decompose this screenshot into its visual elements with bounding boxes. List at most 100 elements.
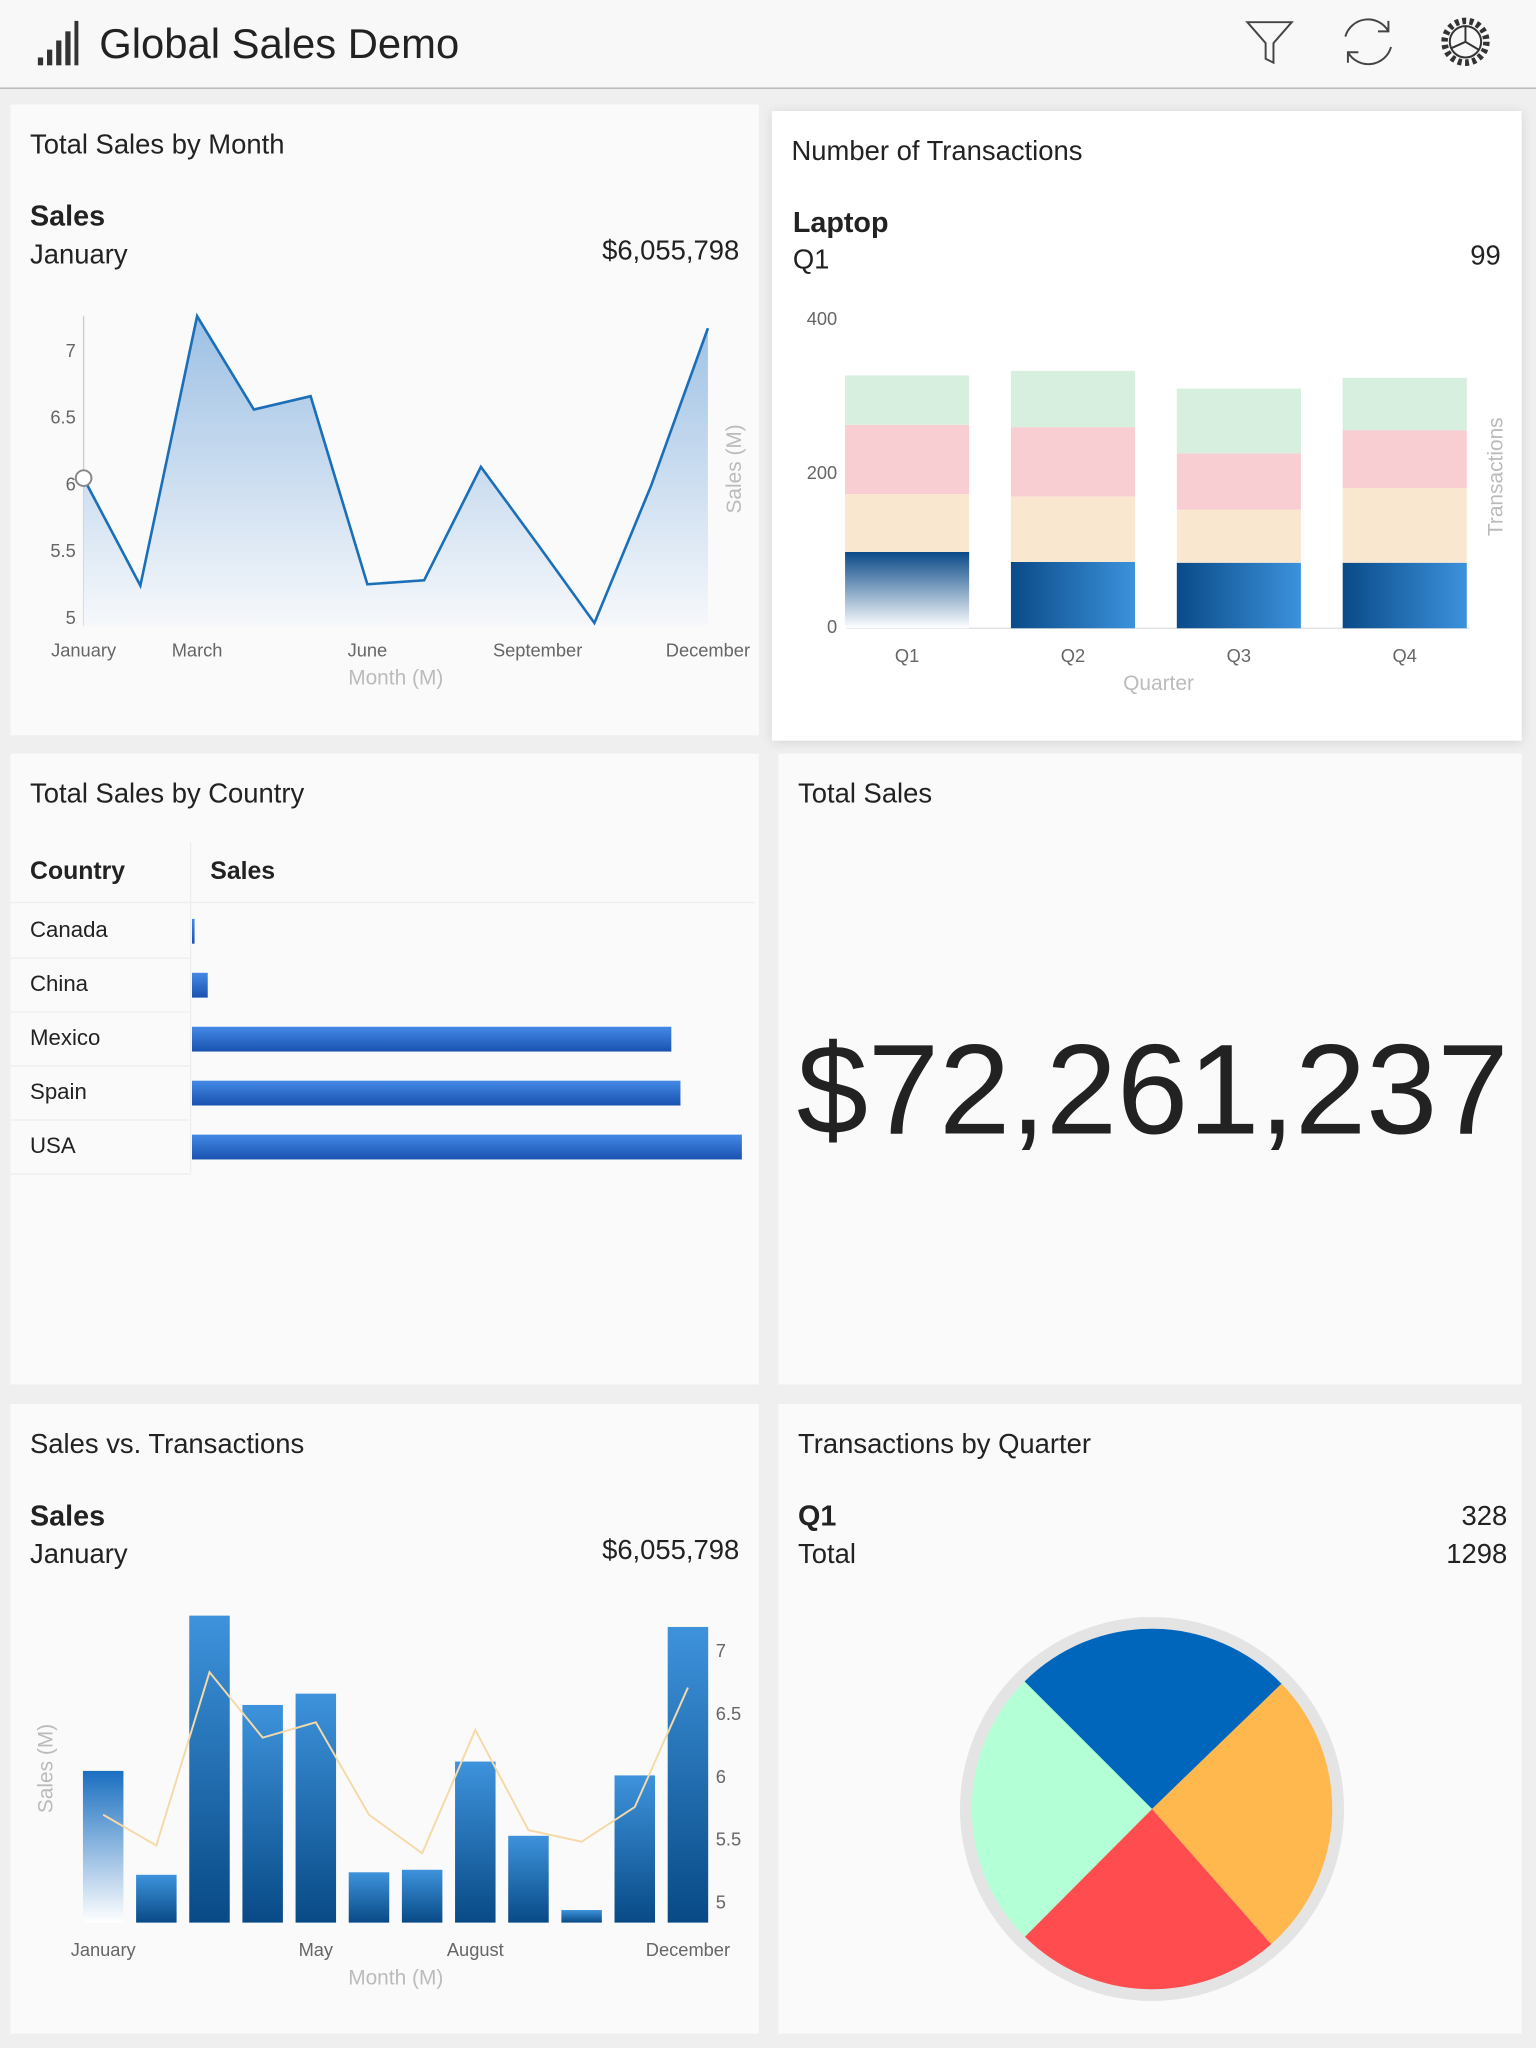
sales-area xyxy=(83,316,708,626)
x-tick-label: Q1 xyxy=(895,645,919,666)
x-tick-label: Q2 xyxy=(1061,645,1085,666)
bar xyxy=(614,1775,656,1923)
bar xyxy=(192,918,195,944)
total-label: Total xyxy=(798,1538,856,1569)
y-tick-label: 200 xyxy=(807,462,837,483)
bar xyxy=(82,1770,124,1923)
bar xyxy=(192,972,208,998)
bar xyxy=(192,1026,672,1052)
bar-segment xyxy=(1010,561,1136,629)
selected-category: January xyxy=(30,238,128,269)
row-label: USA xyxy=(30,1133,76,1158)
header-bar xyxy=(0,0,1536,88)
bar xyxy=(189,1615,230,1923)
x-tick-label: May xyxy=(299,1939,334,1960)
selected-series: Sales xyxy=(30,201,105,233)
column-header: Sales xyxy=(210,858,275,885)
panel-title: Total Sales by Month xyxy=(30,129,284,160)
bar-segment xyxy=(1342,562,1467,629)
bar-segment xyxy=(845,375,970,425)
y-tick-label: 6.5 xyxy=(50,407,75,428)
pie-slice xyxy=(971,1681,1152,1937)
app-title: Global Sales Demo xyxy=(99,20,459,67)
selected-series: Laptop xyxy=(793,207,889,239)
y-tick-label: 7 xyxy=(66,340,76,361)
x-axis-label: Month (M) xyxy=(348,667,443,690)
panel-title: Transactions by Quarter xyxy=(798,1428,1091,1459)
x-tick-label: December xyxy=(666,640,750,661)
panel-title: Number of Transactions xyxy=(792,135,1083,166)
pie-slice xyxy=(1024,1628,1282,1809)
row-label: China xyxy=(30,971,89,996)
selected-value: 99 xyxy=(1470,240,1500,271)
bar-segment xyxy=(1176,388,1301,454)
settings-button[interactable] xyxy=(1441,17,1490,66)
panel xyxy=(10,753,759,1385)
y-axis-label: Sales (M) xyxy=(35,1724,58,1813)
selected-category: January xyxy=(30,1538,128,1569)
bar xyxy=(192,1134,742,1160)
panel xyxy=(10,1404,759,2034)
bar-segment xyxy=(1342,487,1467,563)
x-axis-label: Month (M) xyxy=(348,1966,443,1989)
bar-segment xyxy=(845,494,970,552)
bar-segment xyxy=(1342,430,1467,488)
bar xyxy=(348,1872,390,1923)
panel-title: Sales vs. Transactions xyxy=(30,1428,304,1459)
row-label: Spain xyxy=(30,1079,87,1104)
y-tick-label: 5.5 xyxy=(50,540,75,561)
x-axis-label: Quarter xyxy=(1123,672,1194,695)
bar xyxy=(295,1693,337,1923)
y-tick-label: 5 xyxy=(66,607,76,628)
y-axis-label: Sales (M) xyxy=(723,424,746,513)
y-tick-label: 0 xyxy=(827,616,837,637)
panel-title: Total Sales xyxy=(798,778,932,809)
bar-segment xyxy=(1010,427,1136,497)
selected-category: Q1 xyxy=(793,243,830,274)
selected-value: 328 xyxy=(1462,1500,1508,1531)
bar-segment xyxy=(1176,562,1301,629)
bar xyxy=(401,1869,443,1923)
bar xyxy=(136,1874,177,1923)
app-logo xyxy=(37,20,79,66)
x-tick-label: March xyxy=(172,640,223,661)
bar-segment xyxy=(1176,509,1301,563)
y-tick-label: 6.5 xyxy=(716,1703,741,1724)
x-tick-label: January xyxy=(71,1939,137,1960)
total-value: 1298 xyxy=(1446,1538,1507,1569)
column-header: Country xyxy=(30,858,125,885)
y-tick-label: 6 xyxy=(66,473,76,494)
y-tick-label: 6 xyxy=(716,1766,726,1787)
bar-segment xyxy=(1010,496,1136,562)
pie-slice xyxy=(1152,1683,1333,1945)
row-label: Mexico xyxy=(30,1025,100,1050)
panel xyxy=(778,753,1522,1385)
y-tick-label: 400 xyxy=(807,308,837,329)
selected-value: $6,055,798 xyxy=(602,1534,739,1565)
bar-segment xyxy=(1342,377,1467,431)
x-tick-label: August xyxy=(447,1939,504,1960)
selected-series: Sales xyxy=(30,1500,105,1532)
panel xyxy=(10,104,759,736)
bar-segment xyxy=(1010,370,1136,428)
selected-category: Q1 xyxy=(798,1500,836,1532)
sales-line xyxy=(82,312,710,626)
refresh-button[interactable] xyxy=(1344,18,1392,66)
panel-title: Total Sales by Country xyxy=(30,778,304,809)
bar xyxy=(192,1080,681,1106)
selected-point xyxy=(74,469,93,487)
bar xyxy=(561,1910,602,1923)
selected-value: $6,055,798 xyxy=(602,234,739,265)
bar-segment xyxy=(845,551,970,629)
x-tick-label: Q3 xyxy=(1227,645,1251,666)
transactions-line xyxy=(102,1670,689,1855)
bar xyxy=(242,1704,283,1923)
y-axis-label: Transactions xyxy=(1484,417,1507,536)
bar-segment xyxy=(845,424,970,495)
filter-button[interactable] xyxy=(1245,21,1294,65)
pie-slice xyxy=(1024,1808,1272,1990)
x-tick-label: January xyxy=(51,640,117,661)
bar xyxy=(667,1626,709,1923)
y-tick-label: 7 xyxy=(716,1640,726,1661)
